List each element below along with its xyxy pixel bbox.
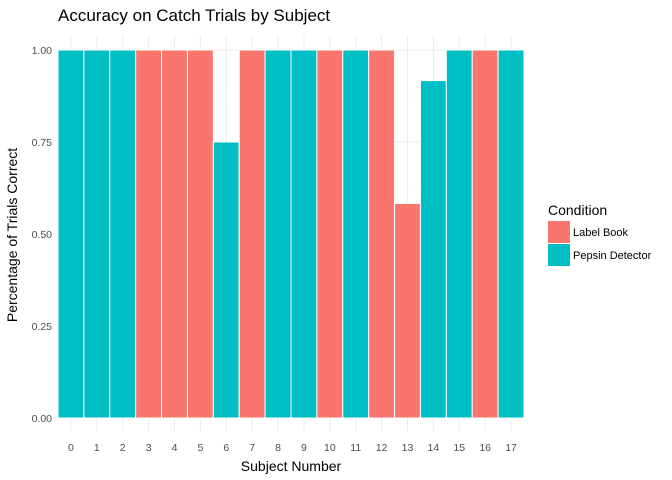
y-tick-label: 0.25 <box>32 321 53 333</box>
x-tick-label: 4 <box>172 442 178 454</box>
x-tick-label: 0 <box>68 442 74 454</box>
bars <box>57 49 525 419</box>
y-tick-label: 1.00 <box>32 45 53 57</box>
bar-subject-11 <box>342 49 370 419</box>
y-axis-ticks: 0.00 0.25 0.50 0.75 1.00 <box>32 45 53 425</box>
bar-subject-17 <box>497 49 525 419</box>
bar-subject-9 <box>290 49 318 419</box>
x-tick-label: 12 <box>376 442 388 454</box>
legend-swatch-label-book <box>548 221 570 243</box>
y-tick-label: 0.50 <box>32 229 53 241</box>
x-tick-label: 1 <box>94 442 100 454</box>
x-tick-label: 3 <box>146 442 152 454</box>
x-tick-label: 15 <box>453 442 465 454</box>
x-tick-label: 8 <box>275 442 281 454</box>
bar-subject-0 <box>57 49 85 419</box>
bar-subject-1 <box>83 49 111 419</box>
bar-subject-14 <box>419 80 447 419</box>
y-tick-label: 0.00 <box>32 413 53 425</box>
x-axis-title: Subject Number <box>241 458 342 474</box>
x-tick-label: 17 <box>505 442 517 454</box>
x-axis-ticks: 0 1 2 3 4 5 6 7 8 9 10 11 12 13 14 15 16 17 <box>68 442 517 454</box>
x-tick-label: 7 <box>249 442 255 454</box>
bar-subject-6 <box>212 141 240 419</box>
legend-label-pepsin-detector: Pepsin Detector <box>573 250 652 262</box>
bar-subject-10 <box>316 49 344 419</box>
bar-subject-5 <box>186 49 214 419</box>
legend-swatch-pepsin-detector <box>548 244 570 266</box>
bar-subject-12 <box>368 49 396 419</box>
x-tick-label: 9 <box>301 442 307 454</box>
legend: Condition Label Book Pepsin Detector <box>548 202 652 266</box>
x-tick-label: 10 <box>324 442 336 454</box>
x-tick-label: 5 <box>197 442 203 454</box>
bar-subject-4 <box>161 49 188 419</box>
x-tick-label: 16 <box>479 442 491 454</box>
x-tick-label: 2 <box>120 442 126 454</box>
bar-subject-3 <box>135 49 163 419</box>
bar-subject-2 <box>109 49 137 419</box>
chart-title: Accuracy on Catch Trials by Subject <box>58 6 330 25</box>
x-tick-label: 11 <box>350 442 361 454</box>
y-axis-title: Percentage of Trials Correct <box>4 148 20 322</box>
legend-label-label-book: Label Book <box>573 227 629 239</box>
x-tick-label: 6 <box>223 442 229 454</box>
bar-subject-15 <box>445 49 473 419</box>
bar-subject-16 <box>471 49 499 419</box>
x-tick-label: 14 <box>428 442 440 454</box>
bar-subject-13 <box>394 202 421 419</box>
x-tick-label: 13 <box>402 442 414 454</box>
y-tick-label: 0.75 <box>32 137 53 149</box>
bar-subject-7 <box>238 49 266 419</box>
bar-subject-8 <box>264 49 292 419</box>
legend-title: Condition <box>548 202 607 218</box>
